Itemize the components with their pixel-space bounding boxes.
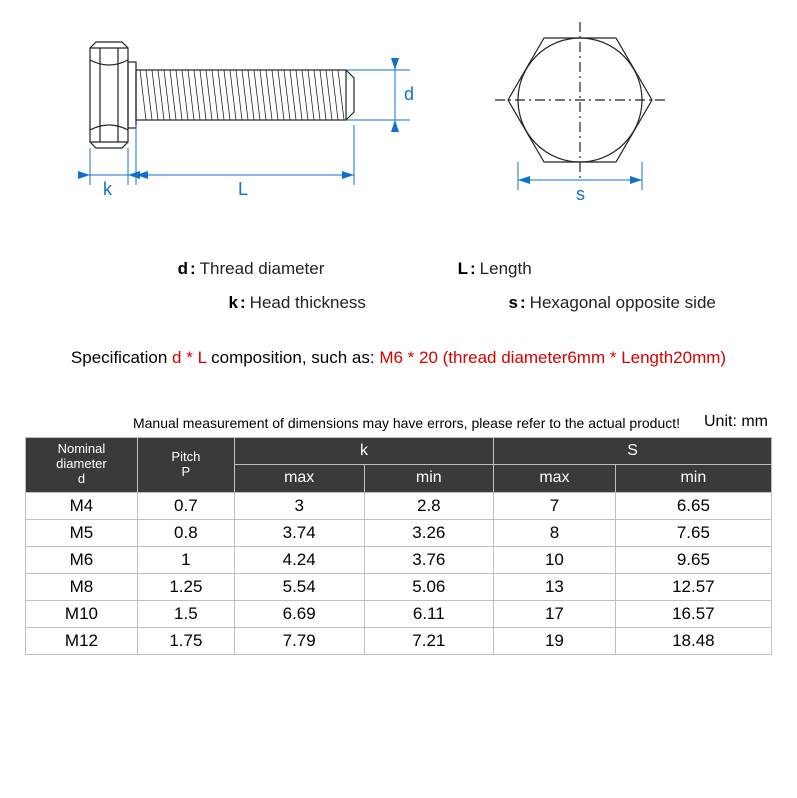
spec-dL: d * L [172, 348, 206, 367]
legend-k-val: Head thickness [250, 293, 366, 313]
cell-d: M4 [26, 492, 138, 519]
th-k: k [234, 438, 493, 465]
cell-smin: 18.48 [615, 627, 771, 654]
cell-kmin: 7.21 [364, 627, 494, 654]
hex-top-view [495, 22, 665, 178]
table-row: M4 0.7 3 2.8 7 6.65 [26, 492, 772, 519]
cell-smax: 8 [494, 519, 616, 546]
cell-smax: 13 [494, 573, 616, 600]
legend-L-key: L [440, 259, 468, 279]
cell-smax: 7 [494, 492, 616, 519]
cell-p: 0.7 [137, 492, 234, 519]
legend-area: d : Thread diameter L : Length k : Head … [0, 235, 797, 313]
cell-p: 1.75 [137, 627, 234, 654]
table-row: M12 1.75 7.79 7.21 19 18.48 [26, 627, 772, 654]
cell-smin: 7.65 [615, 519, 771, 546]
legend-d-val: Thread diameter [200, 259, 325, 279]
cell-kmax: 3.74 [234, 519, 364, 546]
table-note: Manual measurement of dimensions may hav… [109, 415, 704, 431]
unit-label: Unit: mm [704, 413, 768, 431]
dim-L-label: L [238, 179, 248, 199]
cell-smax: 17 [494, 600, 616, 627]
cell-kmin: 2.8 [364, 492, 494, 519]
th-nominal: Nominal diameter d [26, 438, 138, 493]
cell-kmax: 3 [234, 492, 364, 519]
th-k-max: max [234, 465, 364, 492]
th-k-min: min [364, 465, 494, 492]
th-S: S [494, 438, 772, 465]
legend-d-key: d [160, 259, 188, 279]
spec-table-body: M4 0.7 3 2.8 7 6.65 M5 0.8 3.74 3.26 8 7… [26, 492, 772, 654]
th-s-max: max [494, 465, 616, 492]
bolt-side-view [90, 42, 354, 148]
bolt-diagram-svg: d k L [0, 0, 797, 235]
th-pitch-l2: P [144, 465, 228, 480]
spec-prefix: Specification [71, 348, 172, 367]
cell-smin: 6.65 [615, 492, 771, 519]
legend-s-key: s [490, 293, 518, 313]
cell-kmin: 6.11 [364, 600, 494, 627]
table-row: M8 1.25 5.54 5.06 13 12.57 [26, 573, 772, 600]
spec-example: M6 * 20 (thread diameter6mm * Length20mm… [379, 348, 726, 367]
th-pitch: Pitch P [137, 438, 234, 493]
cell-kmax: 5.54 [234, 573, 364, 600]
cell-smax: 19 [494, 627, 616, 654]
dim-s-label: s [576, 184, 585, 204]
spec-table: Nominal diameter d Pitch P k S max min m… [25, 437, 772, 655]
cell-kmin: 5.06 [364, 573, 494, 600]
spec-line: Specification d * L composition, such as… [0, 348, 797, 368]
legend-k-key: k [210, 293, 238, 313]
colon: : [520, 293, 526, 313]
colon: : [240, 293, 246, 313]
cell-smin: 16.57 [615, 600, 771, 627]
th-pitch-l1: Pitch [144, 450, 228, 465]
cell-kmin: 3.26 [364, 519, 494, 546]
dim-k-label: k [103, 179, 113, 199]
spec-mid2: composition, such as: [206, 348, 379, 367]
table-row: M10 1.5 6.69 6.11 17 16.57 [26, 600, 772, 627]
thread-lines [140, 70, 344, 120]
cell-d: M12 [26, 627, 138, 654]
th-nominal-l3: d [32, 472, 131, 487]
cell-smax: 10 [494, 546, 616, 573]
legend-L-val: Length [480, 259, 532, 279]
cell-d: M5 [26, 519, 138, 546]
dim-k: k [78, 148, 140, 199]
dim-L: L [136, 125, 354, 199]
cell-kmax: 7.79 [234, 627, 364, 654]
cell-smin: 12.57 [615, 573, 771, 600]
colon: : [470, 259, 476, 279]
cell-p: 1.25 [137, 573, 234, 600]
cell-p: 1.5 [137, 600, 234, 627]
cell-d: M8 [26, 573, 138, 600]
table-wrap: Manual measurement of dimensions may hav… [25, 413, 772, 655]
cell-kmax: 4.24 [234, 546, 364, 573]
cell-kmin: 3.76 [364, 546, 494, 573]
dim-d-label: d [404, 84, 414, 104]
table-row: M5 0.8 3.74 3.26 8 7.65 [26, 519, 772, 546]
cell-d: M10 [26, 600, 138, 627]
cell-d: M6 [26, 546, 138, 573]
colon: : [190, 259, 196, 279]
cell-p: 1 [137, 546, 234, 573]
th-nominal-l2: diameter [32, 457, 131, 472]
legend-s-val: Hexagonal opposite side [530, 293, 716, 313]
cell-kmax: 6.69 [234, 600, 364, 627]
cell-smin: 9.65 [615, 546, 771, 573]
table-row: M6 1 4.24 3.76 10 9.65 [26, 546, 772, 573]
diagram-area: d k L [0, 0, 797, 235]
th-s-min: min [615, 465, 771, 492]
cell-p: 0.8 [137, 519, 234, 546]
th-nominal-l1: Nominal [32, 442, 131, 457]
dim-d: d [346, 58, 414, 132]
